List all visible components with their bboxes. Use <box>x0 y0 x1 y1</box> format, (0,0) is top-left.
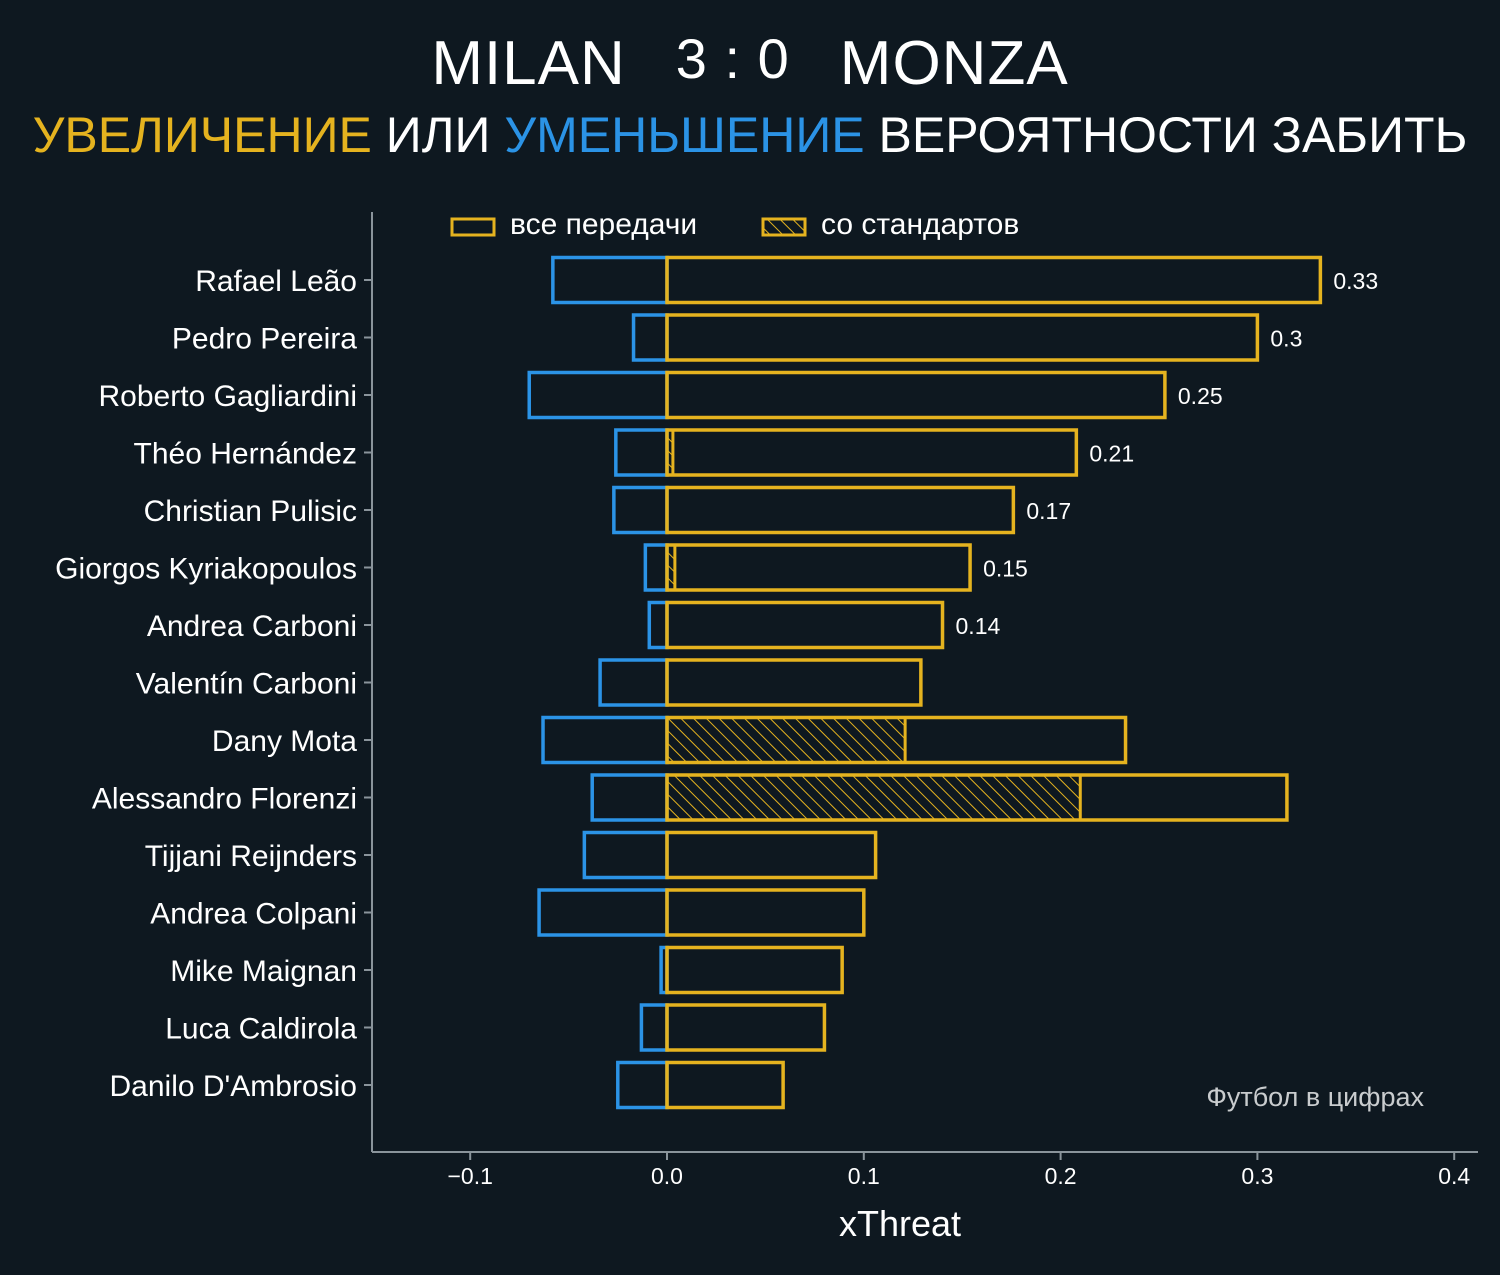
subtitle-rest: ВЕРОЯТНОСТИ ЗАБИТЬ <box>878 107 1468 163</box>
player-label: Giorgos Kyriakopoulos <box>55 553 357 586</box>
decrease-bar <box>616 1060 669 1110</box>
increase-bar <box>665 255 1323 305</box>
score-separator: : <box>724 27 742 90</box>
decrease-bar <box>598 658 669 707</box>
decrease-bar <box>537 888 669 937</box>
decrease-bar <box>590 773 669 822</box>
decrease-bar <box>647 600 669 650</box>
bars <box>527 255 1323 1110</box>
increase-bar <box>665 658 923 707</box>
x-tick-label: 0.3 <box>1241 1163 1273 1189</box>
legend-label-all-passes: все передачи <box>510 208 697 241</box>
away-team: MONZA <box>839 29 1069 98</box>
decrease-bar <box>541 715 669 765</box>
increase-bar <box>665 773 1289 822</box>
value-label: 0.25 <box>1178 383 1223 409</box>
axes <box>364 212 1478 1160</box>
increase-bar <box>665 945 844 995</box>
increase-bar <box>665 313 1260 362</box>
x-tick-label: 0.2 <box>1045 1163 1077 1189</box>
legend-swatch-all-passes <box>450 217 496 237</box>
legend-label-set-pieces: со стандартов <box>821 208 1019 241</box>
increase-bar <box>665 428 1079 477</box>
decrease-bar <box>614 428 669 477</box>
player-label: Alessandro Florenzi <box>92 783 357 816</box>
player-label: Mike Maignan <box>170 955 357 988</box>
score-home: 3 <box>675 27 708 90</box>
x-tick-label: 0.1 <box>848 1163 880 1189</box>
value-label: 0.15 <box>983 556 1028 582</box>
chart-subtitle: УВЕЛИЧЕНИЕ ИЛИ УМЕНЬШЕНИЕ ВЕРОЯТНОСТИ ЗА… <box>0 106 1500 164</box>
subtitle-increase: УВЕЛИЧЕНИЕ <box>32 107 372 163</box>
x-tick-label: 0.4 <box>1438 1163 1470 1189</box>
subtitle-or: ИЛИ <box>385 107 491 163</box>
legend-swatch-set-pieces <box>761 217 807 237</box>
value-label: 0.21 <box>1089 441 1134 467</box>
player-label: Andrea Carboni <box>147 610 357 643</box>
increase-bar <box>665 600 945 650</box>
increase-bar <box>665 1060 785 1110</box>
increase-bar <box>665 370 1167 420</box>
legend: все передачи со стандартов <box>450 208 1019 241</box>
credit-text: Футбол в цифрах <box>1206 1082 1424 1112</box>
value-label: 0.14 <box>956 613 1001 639</box>
decrease-bar <box>631 313 669 362</box>
decrease-bar <box>643 543 669 592</box>
home-team: MILAN <box>431 29 626 98</box>
increase-bar <box>665 485 1016 535</box>
player-label: Valentín Carboni <box>136 668 357 701</box>
subtitle-decrease: УМЕНЬШЕНИЕ <box>504 107 865 163</box>
decrease-bar <box>551 255 669 305</box>
player-label: Rafael Leão <box>195 265 357 298</box>
player-label: Luca Caldirola <box>165 1013 357 1046</box>
x-axis-label: xThreat <box>839 1203 961 1244</box>
decrease-bar <box>527 370 669 420</box>
score: 3 : 0 <box>676 26 790 91</box>
player-label: Tijjani Reijnders <box>145 840 357 873</box>
player-label: Andrea Colpani <box>150 898 357 931</box>
chart-title: MILAN 3 : 0 MONZA <box>0 26 1500 99</box>
player-label: Théo Hernández <box>134 438 357 471</box>
x-tick-label: 0.0 <box>651 1163 683 1189</box>
player-label: Dany Mota <box>212 725 357 758</box>
decrease-bar <box>582 830 669 880</box>
score-away: 0 <box>757 27 790 90</box>
decrease-bar <box>612 485 669 535</box>
increase-bar <box>665 543 972 592</box>
set-piece-bar <box>665 716 907 764</box>
player-label: Christian Pulisic <box>144 495 357 528</box>
increase-bar <box>665 830 878 880</box>
player-label: Roberto Gagliardini <box>99 380 357 413</box>
increase-bar <box>665 715 1128 765</box>
increase-bar <box>665 1003 827 1052</box>
value-label: 0.17 <box>1026 498 1071 524</box>
player-label: Danilo D'Ambrosio <box>110 1070 358 1103</box>
labels: −0.1 0.0 0.1 0.2 0.3 0.4 Rafael Leão 0.33 Pedro … <box>55 265 1470 1189</box>
player-label: Pedro Pereira <box>172 323 357 356</box>
increase-bar <box>665 888 866 937</box>
set-piece-bar <box>665 773 1082 822</box>
value-label: 0.33 <box>1333 268 1378 294</box>
decrease-bar <box>639 1003 669 1052</box>
value-label: 0.3 <box>1270 326 1302 352</box>
x-tick-label: −0.1 <box>447 1163 492 1189</box>
